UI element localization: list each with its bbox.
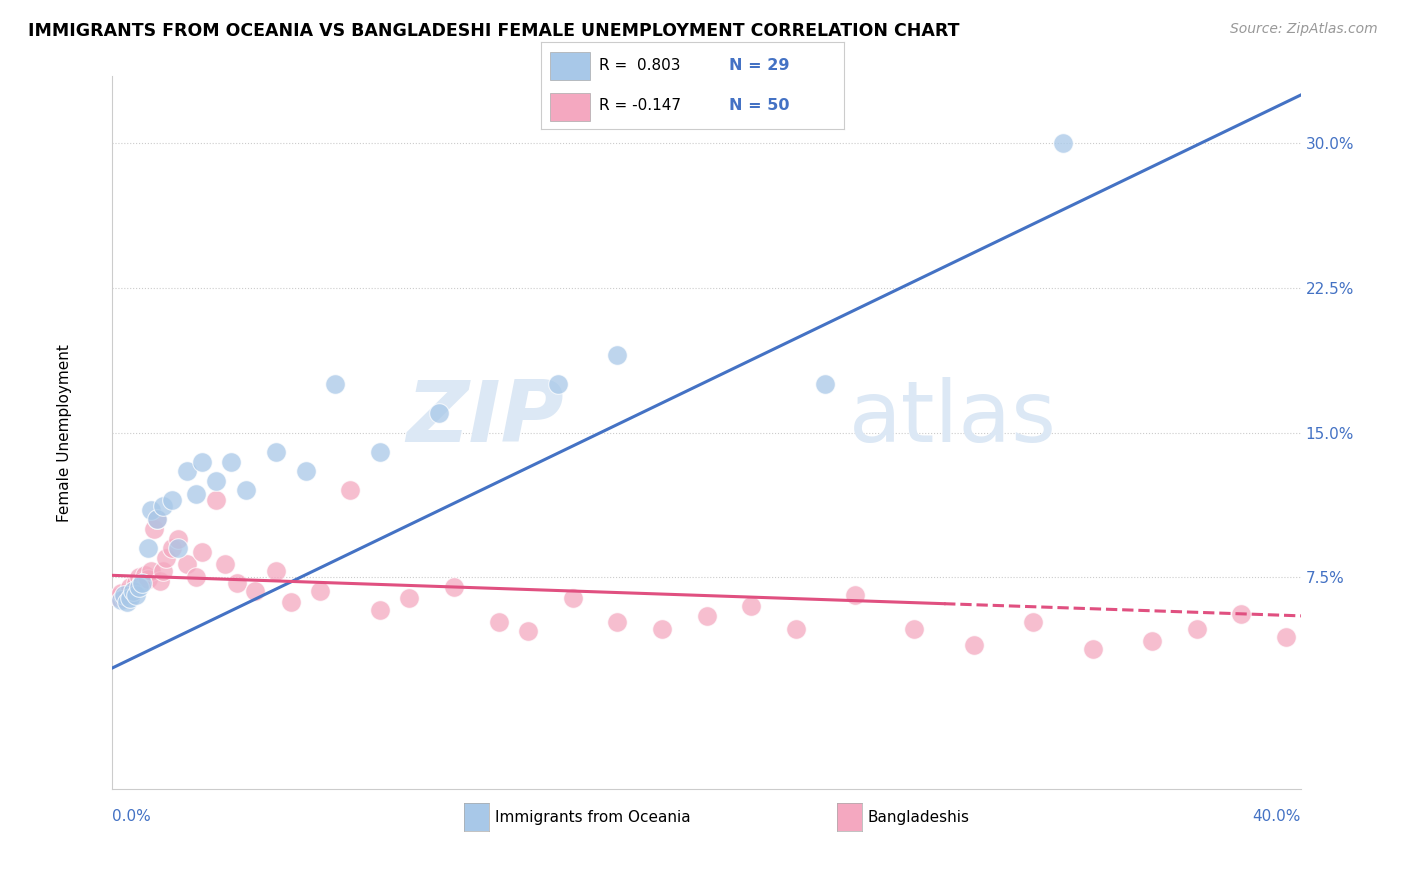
Text: ZIP: ZIP	[406, 376, 564, 460]
Point	[1274, 630, 1296, 644]
Point	[844, 588, 866, 602]
Point	[190, 545, 212, 559]
Point	[143, 522, 166, 536]
Point	[107, 590, 129, 604]
Point	[368, 445, 391, 459]
Text: 0.0%: 0.0%	[112, 809, 152, 823]
Point	[1230, 607, 1253, 621]
Point	[280, 595, 302, 609]
Point	[122, 583, 145, 598]
Point	[120, 591, 142, 606]
Point	[235, 483, 257, 498]
Point	[122, 583, 145, 598]
Point	[146, 512, 169, 526]
Point	[160, 493, 183, 508]
Point	[264, 565, 287, 579]
Point	[131, 574, 153, 588]
Point	[814, 377, 837, 392]
Point	[398, 591, 420, 606]
Text: IMMIGRANTS FROM OCEANIA VS BANGLADESHI FEMALE UNEMPLOYMENT CORRELATION CHART: IMMIGRANTS FROM OCEANIA VS BANGLADESHI F…	[28, 22, 960, 40]
Point	[547, 377, 569, 392]
Point	[368, 603, 391, 617]
Point	[155, 551, 177, 566]
Point	[125, 588, 148, 602]
Point	[120, 580, 142, 594]
Point	[176, 557, 198, 571]
Point	[785, 623, 807, 637]
Text: Immigrants from Oceania: Immigrants from Oceania	[495, 810, 690, 824]
Point	[1140, 634, 1163, 648]
Point	[294, 464, 316, 478]
Point	[112, 591, 135, 606]
Point	[139, 565, 162, 579]
Point	[205, 493, 228, 508]
Text: Bangladeshis: Bangladeshis	[868, 810, 970, 824]
Point	[427, 406, 450, 420]
Text: Female Unemployment: Female Unemployment	[58, 343, 73, 522]
Point	[176, 464, 198, 478]
Point	[963, 638, 986, 652]
Point	[1022, 615, 1045, 629]
Point	[112, 588, 135, 602]
Point	[219, 454, 242, 468]
Point	[166, 541, 188, 556]
Point	[1185, 623, 1208, 637]
Point	[125, 576, 148, 591]
Point	[651, 623, 673, 637]
Point	[117, 595, 139, 609]
Point	[903, 623, 925, 637]
Point	[149, 574, 172, 588]
Point	[136, 541, 159, 556]
Text: atlas: atlas	[849, 376, 1057, 460]
Point	[606, 615, 628, 629]
Point	[226, 576, 249, 591]
Point	[323, 377, 346, 392]
Point	[517, 624, 540, 639]
Point	[110, 593, 132, 607]
Point	[110, 585, 132, 599]
Point	[205, 474, 228, 488]
Point	[740, 599, 762, 614]
Point	[134, 568, 156, 582]
Text: N = 29: N = 29	[728, 58, 789, 73]
Point	[443, 580, 465, 594]
Text: 40.0%: 40.0%	[1253, 809, 1301, 823]
Point	[128, 580, 150, 594]
Point	[128, 570, 150, 584]
Point	[309, 583, 332, 598]
Point	[488, 615, 510, 629]
Point	[184, 487, 207, 501]
Point	[146, 512, 169, 526]
Point	[139, 502, 162, 516]
Point	[152, 565, 174, 579]
Point	[166, 532, 188, 546]
Point	[339, 483, 361, 498]
Text: R = -0.147: R = -0.147	[599, 98, 681, 113]
Text: R =  0.803: R = 0.803	[599, 58, 681, 73]
Point	[190, 454, 212, 468]
Point	[1081, 641, 1104, 656]
Point	[184, 570, 207, 584]
Point	[131, 576, 153, 591]
Point	[214, 557, 236, 571]
Text: N = 50: N = 50	[728, 98, 789, 113]
Point	[561, 591, 583, 606]
Point	[117, 588, 139, 602]
Point	[136, 572, 159, 586]
FancyBboxPatch shape	[550, 52, 589, 79]
Point	[1052, 136, 1074, 151]
FancyBboxPatch shape	[550, 93, 589, 120]
Point	[606, 349, 628, 363]
Point	[160, 541, 183, 556]
Point	[243, 583, 266, 598]
Point	[152, 499, 174, 513]
Point	[696, 608, 718, 623]
Text: Source: ZipAtlas.com: Source: ZipAtlas.com	[1230, 22, 1378, 37]
Point	[264, 445, 287, 459]
